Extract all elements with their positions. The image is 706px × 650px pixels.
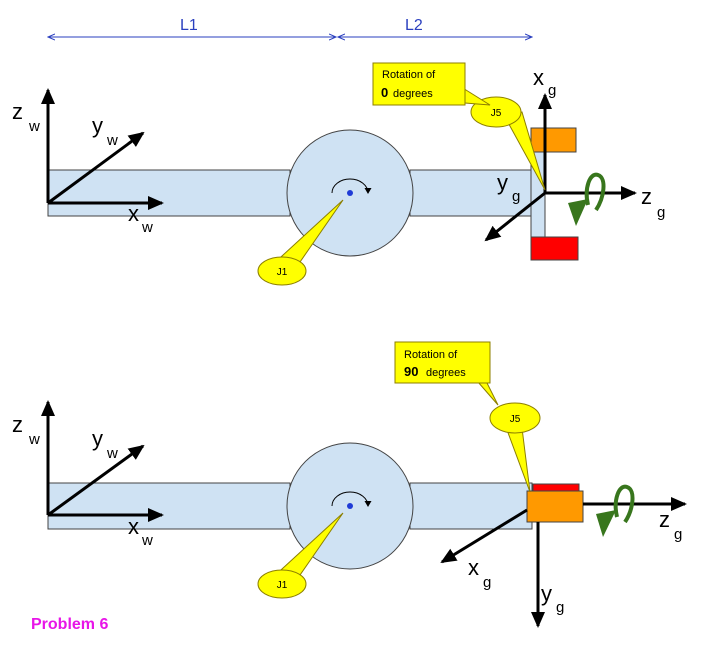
gripper-z-sub: g xyxy=(657,204,665,221)
link-l1 xyxy=(47,169,291,217)
gripper-x-axis xyxy=(440,508,528,564)
world-z-label: z xyxy=(12,412,23,437)
circular-rotation-arrow-icon xyxy=(331,491,372,507)
bottom-panel: z w y w x w z g x g y g J1 J5 Rotation o… xyxy=(12,341,687,628)
rotation-note-unit: degrees xyxy=(393,88,433,100)
curved-rotation-arrow-icon xyxy=(596,484,635,537)
gripper-y-label: y xyxy=(497,170,508,195)
gripper-finger-orange xyxy=(530,127,577,153)
rotation-note-unit: degrees xyxy=(426,367,466,379)
j5-callout-pointer xyxy=(506,427,531,493)
l1-label: L1 xyxy=(180,17,198,34)
gripper-y-axis xyxy=(484,191,546,242)
joint-j1-center xyxy=(347,503,353,509)
link-l2 xyxy=(409,169,533,217)
rotation-note-box xyxy=(394,341,491,384)
gripper-x-sub: g xyxy=(548,82,556,99)
world-y-axis xyxy=(47,444,145,517)
joint-j1-center xyxy=(347,190,353,196)
j1-label: J1 xyxy=(277,580,288,591)
world-x-label: x xyxy=(128,514,139,539)
j1-label: J1 xyxy=(277,267,288,278)
world-y-label: y xyxy=(92,113,103,138)
rotation-note-pointer xyxy=(476,381,499,406)
gripper-z-label: z xyxy=(659,507,670,532)
world-z-label: z xyxy=(12,99,23,124)
world-y-sub: w xyxy=(106,445,118,462)
link-l2 xyxy=(409,482,533,530)
j5-callout-bubble xyxy=(489,402,541,434)
world-z-sub: w xyxy=(28,118,40,135)
world-x-sub: w xyxy=(141,219,153,236)
j1-callout-bubble xyxy=(257,569,307,599)
circular-rotation-arrow-icon xyxy=(331,178,372,194)
world-x-label: x xyxy=(128,201,139,226)
world-y-label: y xyxy=(92,426,103,451)
rotation-note-value: 90 xyxy=(404,364,418,379)
gripper-z-label: z xyxy=(641,184,652,209)
gripper-y-label: y xyxy=(541,581,552,606)
gripper-x-label: x xyxy=(468,555,479,580)
j1-callout-bubble xyxy=(257,256,307,286)
gripper-y-sub: g xyxy=(556,599,564,616)
gripper-z-sub: g xyxy=(674,526,682,543)
dimension-lines: L1 L2 xyxy=(48,17,532,37)
world-y-axis xyxy=(47,131,145,205)
gripper-y-sub: g xyxy=(512,188,520,205)
gripper-finger-red xyxy=(530,236,579,261)
l2-label: L2 xyxy=(405,17,423,34)
problem-label: Problem 6 xyxy=(31,616,108,633)
rotation-note-line1: Rotation of xyxy=(404,349,458,361)
rotation-note-box xyxy=(372,62,466,106)
gripper-x-label: x xyxy=(533,65,544,90)
world-y-sub: w xyxy=(106,132,118,149)
gripper-finger-orange xyxy=(526,490,584,523)
j5-label: J5 xyxy=(510,414,521,425)
rotation-note-value: 0 xyxy=(381,85,388,100)
world-x-sub: w xyxy=(141,532,153,549)
rotation-note-line1: Rotation of xyxy=(382,69,436,81)
j5-label: J5 xyxy=(491,108,502,119)
top-panel: z w y w x w x g y g z g J1 J5 Rotation o… xyxy=(12,62,665,286)
world-z-sub: w xyxy=(28,431,40,448)
gripper-x-sub: g xyxy=(483,574,491,591)
curved-rotation-arrow-icon xyxy=(568,172,606,226)
